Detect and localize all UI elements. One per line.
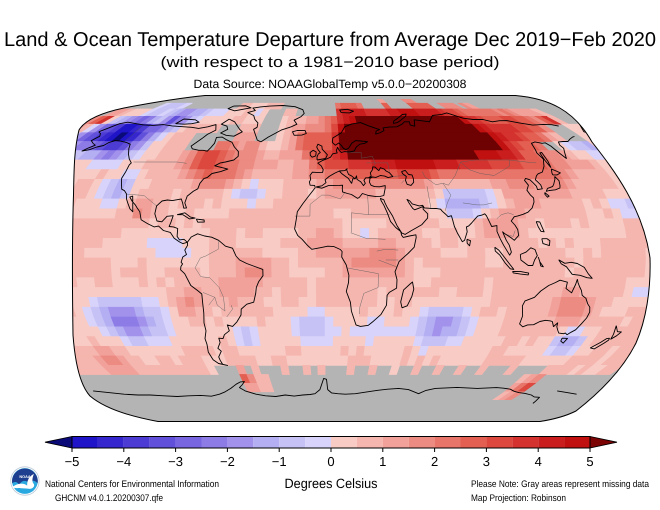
- svg-text:−4: −4: [116, 454, 131, 469]
- svg-text:2: 2: [431, 454, 438, 469]
- svg-text:0: 0: [327, 454, 334, 469]
- svg-text:Please Note: Gray areas repres: Please Note: Gray areas represent missin…: [471, 479, 650, 490]
- svg-text:NOAA: NOAA: [19, 475, 30, 479]
- svg-text:GHCNM v4.0.1.20200307.qfe: GHCNM v4.0.1.20200307.qfe: [55, 493, 163, 504]
- svg-text:(with respect to a 1981−2010 b: (with respect to a 1981−2010 base period…: [161, 54, 500, 71]
- svg-text:Data Source: NOAAGlobalTemp v5: Data Source: NOAAGlobalTemp v5.0.0−20200…: [194, 77, 467, 91]
- svg-text:1: 1: [379, 454, 386, 469]
- svg-text:Map Projection: Robinson: Map Projection: Robinson: [471, 493, 566, 504]
- svg-text:5: 5: [586, 454, 593, 469]
- svg-text:3: 3: [483, 454, 490, 469]
- svg-text:−3: −3: [168, 454, 183, 469]
- svg-text:−5: −5: [65, 454, 80, 469]
- svg-text:−1: −1: [272, 454, 287, 469]
- svg-text:National Centers for Environme: National Centers for Environmental Infor…: [45, 479, 219, 490]
- svg-text:−2: −2: [220, 454, 235, 469]
- svg-text:4: 4: [535, 454, 542, 469]
- svg-text:Degrees Celsius: Degrees Celsius: [285, 476, 378, 491]
- svg-text:Land & Ocean Temperature Depar: Land & Ocean Temperature Departure from …: [4, 29, 656, 51]
